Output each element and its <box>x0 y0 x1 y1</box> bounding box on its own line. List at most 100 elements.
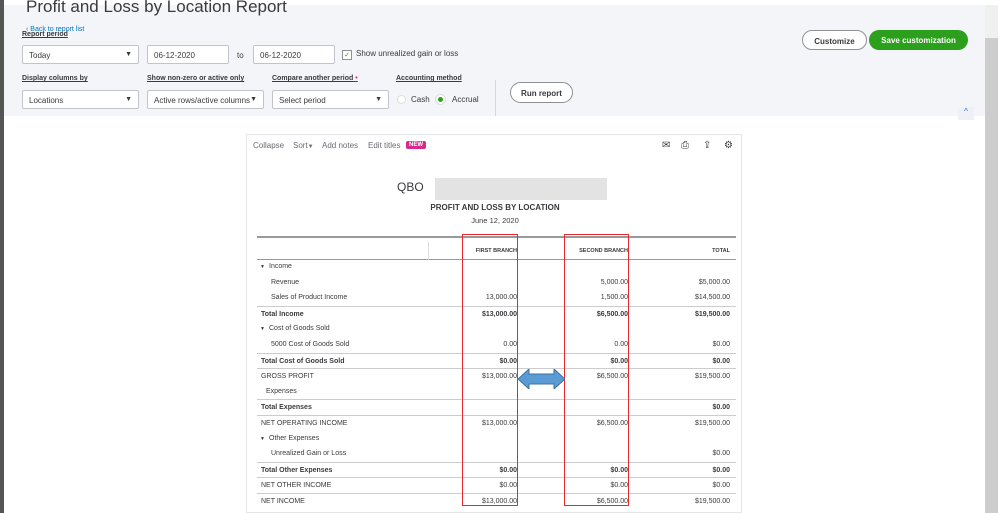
table-row[interactable]: Revenue 5,000.00 $5,000.00 <box>257 275 736 291</box>
cell-value[interactable]: $0.00 <box>610 482 628 490</box>
table-row[interactable]: ▼ Income <box>257 259 736 275</box>
page-title: Profit and Loss by Location Report <box>26 0 287 16</box>
compare-label-text: Compare another period <box>272 75 354 82</box>
row-label: NET INCOME <box>261 498 305 505</box>
cell-value[interactable]: $0.00 <box>712 482 730 490</box>
export-icon[interactable]: ⇪ <box>703 140 712 151</box>
table-row[interactable]: Total Cost of Goods Sold $0.00 $0.00 $0.00 <box>257 352 736 369</box>
nonzero-value: Active rows/active columns <box>154 96 251 105</box>
add-notes-button[interactable]: Add notes <box>322 141 359 150</box>
cell-value[interactable]: $6,500.00 <box>596 420 628 427</box>
caret-down-icon: ▼ <box>375 96 382 103</box>
customize-button[interactable]: Customize <box>802 30 867 50</box>
cell-value[interactable]: $19,500.00 <box>694 420 730 427</box>
show-unrealized-checkbox[interactable]: ✓ <box>342 50 352 60</box>
cell-value[interactable]: $0.00 <box>499 482 517 490</box>
cell-value[interactable]: $19,500.00 <box>694 310 730 318</box>
display-columns-label: Display columns by <box>22 75 88 82</box>
table-row[interactable]: Unrealized Gain or Loss $0.00 <box>257 446 736 462</box>
cell-value[interactable]: $0.00 <box>610 466 628 474</box>
row-label: Unrealized Gain or Loss <box>271 450 347 458</box>
display-columns-select[interactable]: Locations ▼ <box>22 90 139 109</box>
cell-value[interactable]: $19,500.00 <box>694 498 730 505</box>
cell-value[interactable]: $0.00 <box>712 450 730 458</box>
date-to-input[interactable]: 06-12-2020 <box>253 45 335 64</box>
compare-period-select[interactable]: Select period ▼ <box>272 90 389 109</box>
cell-value[interactable]: $0.00 <box>499 466 517 474</box>
collapse-button[interactable]: Collapse <box>253 141 285 150</box>
run-report-button[interactable]: Run report <box>510 82 573 103</box>
back-link-label: Back to report list <box>30 26 85 33</box>
compare-value: Select period <box>279 96 326 105</box>
cell-value[interactable]: $0.00 <box>712 404 730 412</box>
print-icon[interactable]: ⎙ <box>681 140 689 151</box>
email-icon[interactable]: ✉ <box>662 140 671 151</box>
cell-value[interactable]: $13,000.00 <box>481 310 517 318</box>
sort-button[interactable]: Sort▼ <box>293 141 314 150</box>
table-row[interactable]: Total Other Expenses $0.00 $0.00 $0.00 <box>257 461 736 478</box>
table-row[interactable]: NET INCOME $13,000.00 $6,500.00 $19,500.00 <box>257 493 736 509</box>
highlight-second-branch <box>564 234 629 506</box>
cell-value[interactable]: $6,500.00 <box>596 373 628 381</box>
cell-value[interactable]: $6,500.00 <box>596 498 628 505</box>
date-from-input[interactable]: 06-12-2020 <box>147 45 229 64</box>
cell-value[interactable]: $0.00 <box>712 357 730 365</box>
column-header-first-branch[interactable]: FIRST BRANCH <box>475 248 517 254</box>
divider <box>495 80 496 116</box>
caret-down-icon[interactable]: ▼ <box>260 435 265 442</box>
table-row[interactable]: Expenses <box>257 384 736 400</box>
table-row[interactable]: NET OPERATING INCOME $13,000.00 $6,500.00 $… <box>257 415 736 431</box>
show-unrealized-label: Show unrealized gain or loss <box>356 49 459 58</box>
row-label: Cost of Goods Sold <box>269 325 330 333</box>
cell-value[interactable]: $14,500.00 <box>694 294 730 302</box>
column-header-total[interactable]: TOTAL <box>712 248 730 254</box>
save-customization-button[interactable]: Save customization <box>869 30 968 50</box>
row-label: Total Cost of Goods Sold <box>261 357 345 365</box>
table-row[interactable]: 5000 Cost of Goods Sold 0.00 0.00 $0.00 <box>257 337 736 353</box>
cell-value[interactable]: $19,500.00 <box>694 373 730 381</box>
cell-value[interactable]: 0.00 <box>614 341 628 348</box>
cell-value[interactable]: $13,000.00 <box>481 498 517 505</box>
table-row[interactable]: ▼ Other Expenses <box>257 431 736 447</box>
edit-titles-button[interactable]: Edit titles <box>368 141 401 150</box>
cell-value[interactable]: $6,500.00 <box>596 310 628 318</box>
table-row[interactable]: NET OTHER INCOME $0.00 $0.00 $0.00 <box>257 477 736 493</box>
new-badge: NEW <box>406 141 426 149</box>
nonzero-select[interactable]: Active rows/active columns ▼ <box>147 90 264 109</box>
cell-value[interactable]: $13,000.00 <box>481 373 517 381</box>
row-label: Revenue <box>271 278 300 286</box>
cash-radio[interactable] <box>397 95 406 104</box>
table-row[interactable]: ▼ Cost of Goods Sold <box>257 321 736 337</box>
column-header-second-branch[interactable]: SECOND BRANCH <box>579 248 628 254</box>
table-row[interactable]: Total Income $13,000.00 $6,500.00 $19,500.0… <box>257 305 736 322</box>
table-row[interactable]: Sales of Product Income 13,000.00 1,500.00… <box>257 290 736 306</box>
back-to-report-list-link[interactable]: ‹ Back to report list <box>26 26 85 33</box>
cell-value[interactable]: 0.00 <box>503 341 517 348</box>
report-period-select[interactable]: Today ▼ <box>22 45 139 64</box>
row-label: Sales of Product Income <box>271 294 348 302</box>
cell-value[interactable]: $0.00 <box>712 466 730 474</box>
display-columns-value: Locations <box>29 96 64 105</box>
cell-value[interactable]: $0.00 <box>712 341 730 348</box>
row-label: 5000 Cost of Goods Sold <box>271 341 350 348</box>
row-label: Total Income <box>261 310 304 318</box>
row-label: GROSS PROFIT <box>261 373 314 381</box>
cell-value[interactable]: 1,500.00 <box>600 294 628 302</box>
cell-value[interactable]: 13,000.00 <box>485 294 517 302</box>
cell-value[interactable]: $5,000.00 <box>698 278 730 286</box>
cell-value[interactable]: $13,000.00 <box>481 420 517 427</box>
row-label: Total Expenses <box>261 404 312 412</box>
settings-gear-icon[interactable]: ⚙ <box>724 140 733 151</box>
cell-value[interactable]: $0.00 <box>610 357 628 365</box>
collapse-header-button[interactable]: ^ <box>958 107 974 120</box>
caret-down-icon[interactable]: ▼ <box>260 264 265 270</box>
table-row[interactable]: Total Expenses $0.00 <box>257 399 736 415</box>
row-label: NET OPERATING INCOME <box>261 420 348 427</box>
scrollbar-thumb[interactable] <box>985 38 998 513</box>
table-row[interactable]: GROSS PROFIT $13,000.00 $6,500.00 $19,500.0… <box>257 368 736 384</box>
cell-value[interactable]: 5,000.00 <box>600 278 628 286</box>
caret-down-icon[interactable]: ▼ <box>260 326 265 333</box>
accrual-radio[interactable] <box>436 95 445 104</box>
window-edge <box>0 0 4 513</box>
cell-value[interactable]: $0.00 <box>499 357 517 365</box>
